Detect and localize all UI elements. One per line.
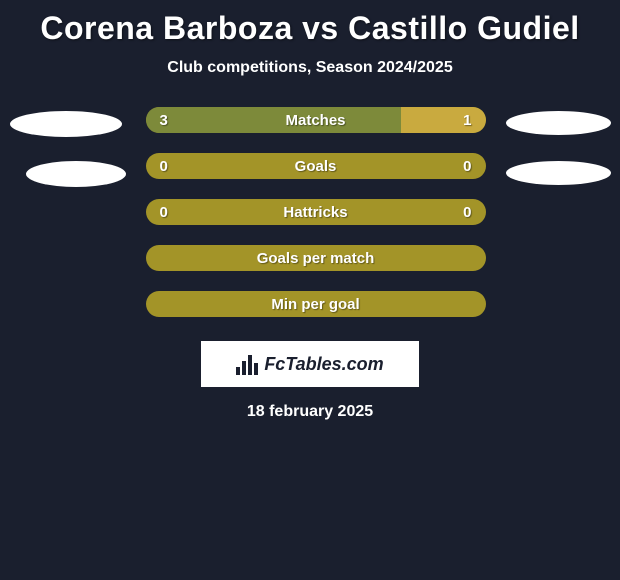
date-label: 18 february 2025 [247, 403, 373, 421]
bar-value-right: 0 [463, 204, 471, 221]
page-title: Corena Barboza vs Castillo Gudiel [40, 10, 579, 47]
stat-bar: Goals per match [146, 245, 486, 271]
stat-bars: 3 1 Matches 0 0 Goals 0 0 Hattricks Goals per mat… [146, 107, 486, 317]
comparison-widget: Corena Barboza vs Castillo Gudiel Club c… [0, 0, 620, 431]
player1-badge-col [18, 107, 126, 187]
bar-fill-right [401, 107, 486, 133]
bar-label: Hattricks [283, 204, 347, 221]
bar-value-right: 0 [463, 158, 471, 175]
bar-label: Min per goal [271, 296, 359, 313]
bar-value-right: 1 [463, 112, 471, 129]
logo-box[interactable]: FcTables.com [201, 341, 419, 387]
bar-value-left: 0 [160, 158, 168, 175]
subtitle: Club competitions, Season 2024/2025 [167, 59, 452, 77]
logo-text: FcTables.com [264, 354, 383, 375]
player2-badge-secondary [506, 161, 611, 185]
stat-bar: 3 1 Matches [146, 107, 486, 133]
bar-fill-left [146, 107, 401, 133]
player2-badge [506, 111, 611, 135]
bar-label: Matches [285, 112, 345, 129]
stats-area: 3 1 Matches 0 0 Goals 0 0 Hattricks Goals per mat… [0, 107, 620, 317]
player1-badge-secondary [26, 161, 126, 187]
stat-bar: Min per goal [146, 291, 486, 317]
bar-label: Goals per match [257, 250, 375, 267]
player1-badge [10, 111, 122, 137]
bar-label: Goals [295, 158, 337, 175]
stat-bar: 0 0 Hattricks [146, 199, 486, 225]
stat-bar: 0 0 Goals [146, 153, 486, 179]
chart-icon [236, 353, 258, 375]
bar-value-left: 3 [160, 112, 168, 129]
player2-badge-col [506, 107, 603, 185]
bar-value-left: 0 [160, 204, 168, 221]
